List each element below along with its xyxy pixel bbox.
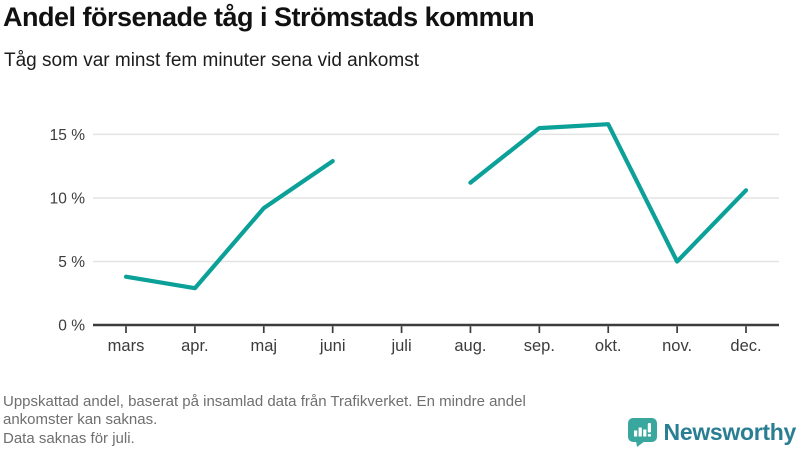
source-note: Uppskattad andel, baserat på insamlad da… bbox=[3, 393, 526, 429]
logo-bars bbox=[633, 423, 651, 437]
x-axis-tick-label: juni bbox=[319, 337, 346, 355]
x-axis-tick-label: apr. bbox=[181, 337, 209, 355]
y-axis-tick-label: 5 % bbox=[58, 254, 85, 271]
data-line-delayed-trains bbox=[123, 122, 749, 291]
newsworthy-speech-bubble-chart-icon bbox=[627, 418, 657, 447]
x-axis-tick-label: sep. bbox=[524, 337, 555, 355]
page-subtitle: Tåg som var minst fem minuter sena vid a… bbox=[4, 50, 419, 71]
newsworthy-logo-text: Newsworthy bbox=[663, 418, 797, 445]
missing-data-note: Data saknas för juli. bbox=[3, 429, 135, 447]
x-axis-tick-label: dec. bbox=[730, 337, 761, 355]
y-axis-tick-label: 15 % bbox=[50, 127, 86, 144]
y-axis-tick-label: 0 % bbox=[58, 318, 85, 335]
y-axis-tick-label: 10 % bbox=[50, 190, 86, 207]
footnote: Uppskattad andel, baserat på insamlad da… bbox=[3, 393, 593, 448]
page-title: Andel försenade tåg i Strömstads kommun bbox=[3, 2, 535, 32]
x-axis-tick-label: okt. bbox=[595, 337, 622, 355]
x-axis-tick-label: aug. bbox=[454, 337, 486, 355]
x-axis-tick-label: mars bbox=[108, 337, 145, 355]
x-axis-tick-label: nov. bbox=[662, 337, 692, 355]
newsworthy-logo: Newsworthy bbox=[627, 417, 796, 447]
x-axis-tick-label: maj bbox=[250, 337, 277, 355]
x-axis-tick-label: juli bbox=[390, 337, 411, 355]
